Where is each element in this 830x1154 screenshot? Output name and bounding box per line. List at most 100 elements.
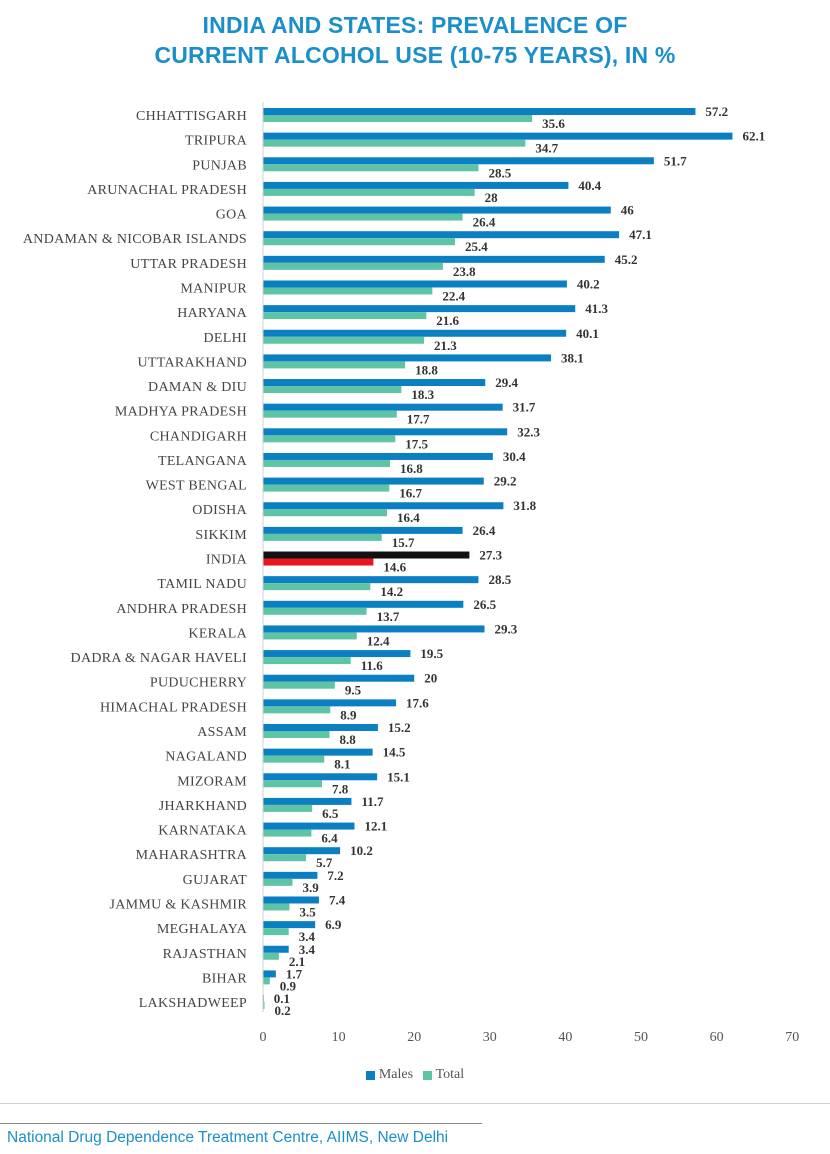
value-label-total-odisha: 16.4 xyxy=(397,510,420,525)
value-label-males-india: 27.3 xyxy=(479,548,502,563)
value-label-total-andaman-nicobar-islands: 25.4 xyxy=(465,239,488,254)
value-label-males-kerala: 29.3 xyxy=(495,621,518,636)
value-label-total-gujarat: 3.9 xyxy=(302,880,319,895)
value-label-total-lakshadweep: 0.2 xyxy=(275,1003,291,1018)
bar-males-puducherry xyxy=(263,674,415,682)
x-tick-label-70: 70 xyxy=(785,1030,799,1045)
category-label-arunachal-pradesh: ARUNACHAL PRADESH xyxy=(87,183,247,198)
bar-males-nagaland xyxy=(263,748,373,756)
category-label-jammu-kashmir: JAMMU & KASHMIR xyxy=(109,897,247,912)
bar-males-gujarat xyxy=(263,871,318,879)
bar-total-goa xyxy=(263,213,463,221)
bar-chart: CHHATTISGARH 57.2 35.6 TRIPURA 62.1 34.7 PUNJA… xyxy=(23,102,799,1045)
bar-total-puducherry xyxy=(263,681,335,689)
bar-males-daman-diu xyxy=(263,379,486,387)
bar-males-india xyxy=(263,551,470,559)
legend-item-males: Males xyxy=(365,1067,414,1083)
category-label-telangana: TELANGANA xyxy=(158,454,248,469)
bar-total-sikkim xyxy=(263,533,382,541)
category-label-daman-diu: DAMAN & DIU xyxy=(148,380,247,395)
value-label-total-punjab: 28.5 xyxy=(488,165,511,180)
value-label-males-andaman-nicobar-islands: 47.1 xyxy=(629,227,652,242)
value-label-males-uttarakhand: 38.1 xyxy=(561,350,584,365)
bar-total-jammu-kashmir xyxy=(263,903,290,911)
value-label-males-mizoram: 15.1 xyxy=(387,769,410,784)
category-label-chhattisgarh: CHHATTISGARH xyxy=(136,109,247,124)
value-label-total-meghalaya: 3.4 xyxy=(299,929,316,944)
category-label-uttarakhand: UTTARAKHAND xyxy=(137,355,247,370)
value-label-total-chandigarh: 17.5 xyxy=(405,436,428,451)
category-label-goa: GOA xyxy=(216,208,248,223)
bar-total-nagaland xyxy=(263,755,325,763)
bar-total-maharashtra xyxy=(263,854,307,862)
bar-males-jharkhand xyxy=(263,797,352,805)
value-label-total-kerala: 12.4 xyxy=(367,633,390,648)
bar-total-himachal-pradesh xyxy=(263,706,331,714)
bar-total-tripura xyxy=(263,139,526,147)
value-label-males-himachal-pradesh: 17.6 xyxy=(406,695,429,710)
bar-males-manipur xyxy=(263,280,567,288)
bar-total-telangana xyxy=(263,459,391,467)
source-rule xyxy=(0,1123,482,1124)
category-label-chandigarh: CHANDIGARH xyxy=(150,429,247,444)
category-label-bihar: BIHAR xyxy=(202,971,247,986)
value-label-males-arunachal-pradesh: 40.4 xyxy=(578,178,601,193)
bar-total-west-bengal xyxy=(263,484,390,492)
x-tick-label-30: 30 xyxy=(483,1030,497,1045)
value-label-males-tamil-nadu: 28.5 xyxy=(488,572,511,587)
bar-total-gujarat xyxy=(263,878,293,886)
bar-total-delhi xyxy=(263,336,425,344)
value-label-total-dadra-nagar-haveli: 11.6 xyxy=(361,658,384,673)
value-label-males-manipur: 40.2 xyxy=(577,276,600,291)
value-label-total-madhya-pradesh: 17.7 xyxy=(407,412,430,427)
bar-males-rajasthan xyxy=(263,945,289,953)
value-label-males-karnataka: 12.1 xyxy=(364,819,387,834)
x-tick-label-20: 20 xyxy=(407,1030,421,1045)
value-label-total-sikkim: 15.7 xyxy=(392,535,415,550)
bar-total-jharkhand xyxy=(263,804,313,812)
category-label-west-bengal: WEST BENGAL xyxy=(146,479,247,494)
value-label-males-haryana: 41.3 xyxy=(585,301,608,316)
bar-males-karnataka xyxy=(263,822,355,830)
value-label-total-uttar-pradesh: 23.8 xyxy=(453,264,476,279)
value-label-males-dadra-nagar-haveli: 19.5 xyxy=(420,646,443,661)
value-label-males-odisha: 31.8 xyxy=(513,498,536,513)
category-label-maharashtra: MAHARASHTRA xyxy=(136,848,248,863)
bar-total-andaman-nicobar-islands xyxy=(263,238,456,246)
value-label-total-tamil-nadu: 14.2 xyxy=(380,584,403,599)
value-label-males-andhra-pradesh: 26.5 xyxy=(473,597,496,612)
value-label-males-meghalaya: 6.9 xyxy=(325,917,342,932)
value-label-males-telangana: 30.4 xyxy=(503,449,526,464)
legend-item-total: Total xyxy=(422,1067,465,1083)
category-label-manipur: MANIPUR xyxy=(180,281,247,296)
value-label-total-delhi: 21.3 xyxy=(434,338,457,353)
category-label-andaman-nicobar-islands: ANDAMAN & NICOBAR ISLANDS xyxy=(23,232,247,247)
value-label-total-goa: 26.4 xyxy=(473,215,496,230)
category-label-delhi: DELHI xyxy=(204,331,248,346)
legend-label-males: Males xyxy=(378,1067,414,1082)
value-label-males-daman-diu: 29.4 xyxy=(495,375,518,390)
bar-males-madhya-pradesh xyxy=(263,403,503,411)
bar-males-assam xyxy=(263,724,378,731)
category-label-lakshadweep: LAKSHADWEEP xyxy=(139,996,247,1011)
legend-label-total: Total xyxy=(435,1067,465,1082)
category-label-tripura: TRIPURA xyxy=(185,134,248,149)
divider xyxy=(0,1103,830,1104)
bar-males-bihar xyxy=(263,970,276,978)
value-label-males-rajasthan: 3.4 xyxy=(299,942,316,957)
value-label-total-jharkhand: 6.5 xyxy=(322,806,339,821)
x-tick-label-40: 40 xyxy=(558,1030,572,1045)
bar-total-odisha xyxy=(263,509,387,517)
bar-males-meghalaya xyxy=(263,921,316,929)
category-label-himachal-pradesh: HIMACHAL PRADESH xyxy=(100,700,247,715)
category-label-kerala: KERALA xyxy=(188,626,247,641)
bar-males-dadra-nagar-haveli xyxy=(263,650,411,658)
value-label-males-uttar-pradesh: 45.2 xyxy=(615,252,638,267)
bar-males-haryana xyxy=(263,305,576,313)
value-label-total-maharashtra: 5.7 xyxy=(316,855,333,870)
bar-total-mizoram xyxy=(263,780,322,788)
bar-total-meghalaya xyxy=(263,928,289,936)
bar-males-west-bengal xyxy=(263,477,484,485)
category-label-haryana: HARYANA xyxy=(177,306,247,321)
bar-males-chandigarh xyxy=(263,428,508,436)
